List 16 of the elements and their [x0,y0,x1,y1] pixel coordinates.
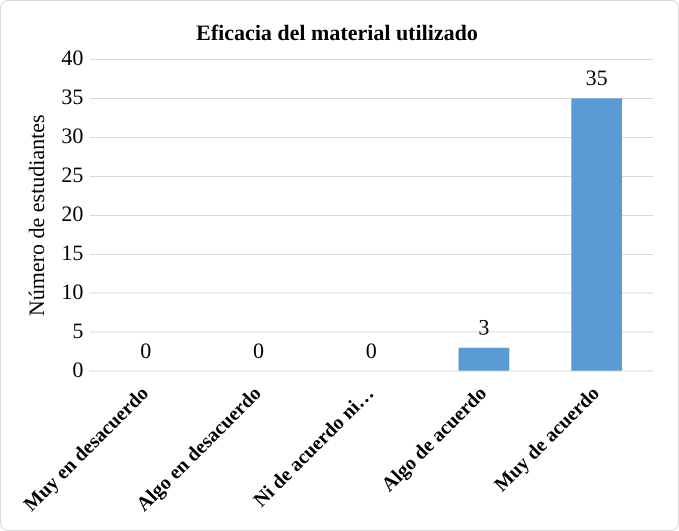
y-tick-label: 35 [61,84,84,110]
y-tick-label: 5 [72,318,84,343]
y-tick-label: 20 [61,201,84,226]
data-label: 3 [478,314,490,340]
chart-title: Eficacia del material utilizado [196,20,478,45]
data-label: 0 [252,338,264,363]
y-tick-label: 25 [61,162,84,188]
y-tick-label: 0 [72,356,84,382]
y-tick-label: 30 [61,123,84,148]
data-label: 0 [366,338,377,363]
data-label: 0 [140,338,152,363]
y-axis-title: Número de estudiantes [24,114,49,316]
y-tick-label: 10 [61,279,84,304]
y-tick-label: 40 [61,45,84,70]
data-label: 35 [586,65,608,90]
y-tick-label: 15 [61,240,84,266]
